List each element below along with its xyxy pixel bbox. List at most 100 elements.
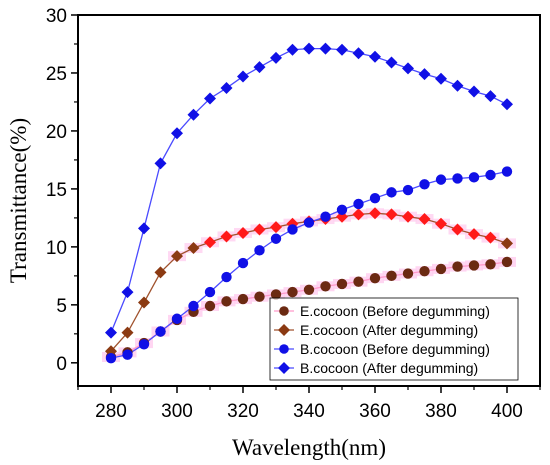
data-point-s2-315 xyxy=(221,271,232,283)
data-point-s3-285 xyxy=(121,286,134,299)
data-point-s3-350 xyxy=(336,43,348,56)
data-point-s3-375 xyxy=(418,68,431,81)
data-point-s1-390 xyxy=(468,228,480,241)
data-point-s1-365 xyxy=(385,208,398,221)
data-point-s3-290 xyxy=(138,222,150,235)
data-point-s1-290 xyxy=(138,296,150,309)
legend-label-0: E.cocoon (Before degumming) xyxy=(300,303,490,319)
data-point-s3-390 xyxy=(468,85,480,98)
data-point-s0-325 xyxy=(254,291,265,302)
data-point-s0-385 xyxy=(452,261,463,272)
x-tick-label-300: 300 xyxy=(161,401,193,422)
series-markers xyxy=(105,42,513,364)
y-tick-label-30: 30 xyxy=(46,6,67,27)
data-point-s2-350 xyxy=(336,204,348,215)
data-point-s2-355 xyxy=(353,198,364,210)
data-point-s3-305 xyxy=(187,108,200,121)
data-point-s2-395 xyxy=(485,169,496,181)
data-point-s1-305 xyxy=(187,242,200,255)
data-point-s0-380 xyxy=(435,263,447,275)
data-point-s3-280 xyxy=(105,326,117,339)
y-tick-label-0: 0 xyxy=(56,354,67,375)
data-point-s0-310 xyxy=(204,300,216,312)
legend-label-2: B.cocoon (Before degumming) xyxy=(300,341,490,357)
data-point-s0-350 xyxy=(336,278,348,290)
data-point-s1-300 xyxy=(171,250,183,263)
data-point-s1-315 xyxy=(220,230,233,243)
data-point-s1-325 xyxy=(253,223,266,236)
data-point-s0-390 xyxy=(468,260,480,271)
x-tick-label-320: 320 xyxy=(227,401,259,422)
data-point-s2-380 xyxy=(435,174,447,185)
data-point-s3-300 xyxy=(171,127,183,140)
data-point-s3-385 xyxy=(451,79,464,92)
y-tick-label-5: 5 xyxy=(56,296,67,317)
data-point-s2-320 xyxy=(237,257,249,269)
data-point-s0-395 xyxy=(485,259,496,270)
x-tick-label-360: 360 xyxy=(359,401,391,422)
data-point-s2-385 xyxy=(452,173,463,184)
data-point-s0-370 xyxy=(402,268,414,279)
data-point-s2-390 xyxy=(468,172,480,183)
data-point-s2-375 xyxy=(419,179,430,190)
axes xyxy=(71,14,541,393)
data-point-s1-285 xyxy=(121,326,134,339)
data-point-s2-285 xyxy=(122,349,133,360)
data-point-s3-400 xyxy=(501,98,513,111)
legend: E.cocoon (Before degumming) E.cocoon (Aft… xyxy=(269,297,519,381)
data-point-s3-365 xyxy=(385,56,398,69)
data-point-s1-370 xyxy=(402,210,414,223)
y-tick-label-15: 15 xyxy=(46,180,67,201)
legend-marker xyxy=(278,362,290,374)
data-point-s0-400 xyxy=(501,256,513,268)
data-point-s3-330 xyxy=(270,51,282,64)
data-point-s2-365 xyxy=(386,187,397,198)
data-point-s0-340 xyxy=(303,284,315,295)
data-point-s1-310 xyxy=(204,236,216,249)
data-point-s2-370 xyxy=(402,184,414,196)
legend-marker xyxy=(279,306,289,316)
data-point-s3-355 xyxy=(352,47,365,60)
data-point-s2-310 xyxy=(204,286,216,298)
data-point-s2-290 xyxy=(138,339,150,350)
data-point-s0-360 xyxy=(369,272,381,284)
data-point-s3-335 xyxy=(286,43,299,56)
x-tick-label-280: 280 xyxy=(95,401,127,422)
y-axis-title: Transmittance(%) xyxy=(6,118,31,283)
data-point-s1-330 xyxy=(270,221,282,234)
tick-labels: 280 300 320 340 360 380 400 0 5 10 15 20 25 30 xyxy=(46,6,523,422)
data-point-s1-385 xyxy=(451,223,464,236)
data-point-s1-380 xyxy=(435,217,447,230)
data-point-s0-375 xyxy=(419,266,430,277)
x-tick-label-400: 400 xyxy=(491,401,523,422)
data-point-s2-340 xyxy=(303,217,315,228)
data-point-s1-355 xyxy=(352,208,365,221)
data-point-s0-320 xyxy=(237,293,249,305)
data-point-s0-335 xyxy=(287,286,298,298)
data-point-s3-325 xyxy=(253,61,266,74)
data-point-s1-295 xyxy=(154,266,167,279)
legend-label-1: E.cocoon (After degumming) xyxy=(300,322,478,338)
data-point-s3-370 xyxy=(402,62,414,75)
data-point-s2-300 xyxy=(171,313,183,324)
data-point-s3-395 xyxy=(484,90,497,103)
x-tick-label-340: 340 xyxy=(293,401,325,422)
legend-box xyxy=(269,297,519,381)
data-point-s0-365 xyxy=(386,270,397,282)
data-point-s2-280 xyxy=(105,352,117,364)
data-point-s1-320 xyxy=(237,226,249,239)
data-point-s1-375 xyxy=(418,213,431,226)
data-point-s2-335 xyxy=(287,224,298,235)
data-point-s3-345 xyxy=(319,42,332,55)
legend-label-3: B.cocoon (After degumming) xyxy=(300,360,478,376)
data-point-s3-360 xyxy=(369,50,381,63)
y-tick-label-25: 25 xyxy=(46,64,67,85)
data-point-s2-400 xyxy=(501,166,513,177)
data-point-s2-305 xyxy=(188,300,199,312)
data-point-s3-320 xyxy=(237,70,249,83)
x-axis-title: Wavelength(nm) xyxy=(232,435,386,460)
data-point-s0-355 xyxy=(353,276,364,287)
data-point-s1-395 xyxy=(484,231,497,244)
data-point-s2-295 xyxy=(155,326,166,337)
